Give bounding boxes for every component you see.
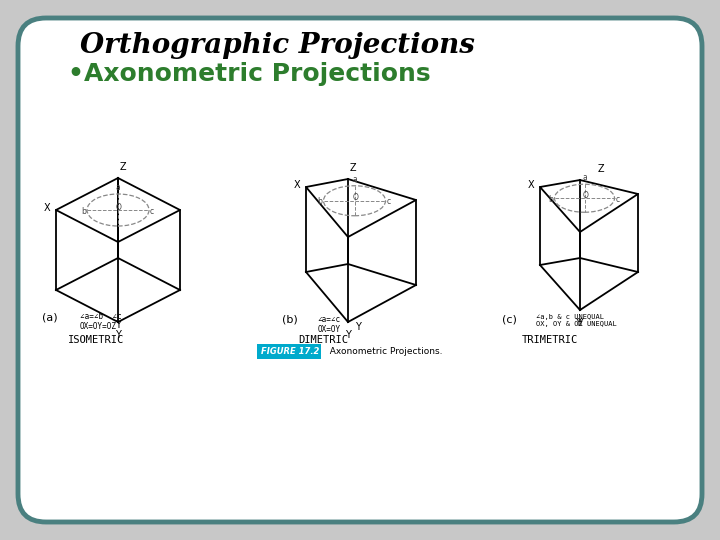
Text: ∠a=∠b  ∠c
OX=OY=OZ: ∠a=∠b ∠c OX=OY=OZ — [80, 312, 122, 332]
Text: O: O — [353, 193, 359, 202]
Text: a: a — [582, 173, 587, 183]
Text: a: a — [352, 175, 357, 184]
Text: ISOMETRIC: ISOMETRIC — [68, 335, 125, 345]
Text: TRIMETRIC: TRIMETRIC — [522, 335, 578, 345]
Text: (a): (a) — [42, 312, 58, 322]
Text: Z: Z — [120, 162, 127, 172]
Text: •Axonometric Projections: •Axonometric Projections — [68, 62, 431, 86]
Text: b: b — [81, 206, 86, 215]
Text: (c): (c) — [502, 314, 517, 324]
Text: Y: Y — [575, 318, 581, 328]
Text: b: b — [318, 197, 323, 206]
Text: O: O — [582, 191, 588, 200]
Text: Z: Z — [598, 164, 605, 174]
Text: DIMETRIC: DIMETRIC — [298, 335, 348, 345]
Text: (b): (b) — [282, 315, 298, 325]
FancyBboxPatch shape — [18, 18, 702, 522]
Text: Orthographic Projections: Orthographic Projections — [80, 32, 475, 59]
Text: b: b — [549, 195, 554, 204]
Text: Y: Y — [115, 330, 121, 340]
Text: Axonometric Projections.: Axonometric Projections. — [324, 347, 443, 356]
Text: Z: Z — [350, 163, 356, 173]
Text: Y: Y — [345, 330, 351, 340]
Text: Y: Y — [577, 318, 583, 328]
Text: X: X — [527, 180, 534, 190]
Text: c: c — [150, 206, 154, 215]
Text: Y: Y — [355, 322, 361, 332]
FancyBboxPatch shape — [257, 344, 321, 359]
Text: FIGURE 17.2: FIGURE 17.2 — [261, 347, 320, 356]
Text: ∠a,b & c UNEQUAL
OX, OY & OZ UNEQUAL: ∠a,b & c UNEQUAL OX, OY & OZ UNEQUAL — [536, 314, 617, 327]
Text: c: c — [387, 197, 391, 206]
Text: X: X — [43, 203, 50, 213]
Text: a: a — [116, 183, 120, 192]
Text: O: O — [116, 202, 122, 212]
Text: X: X — [293, 180, 300, 190]
Text: Y: Y — [115, 320, 121, 330]
Text: c: c — [616, 195, 620, 204]
Text: ∠a=∠c
OX=OY: ∠a=∠c OX=OY — [318, 315, 341, 334]
